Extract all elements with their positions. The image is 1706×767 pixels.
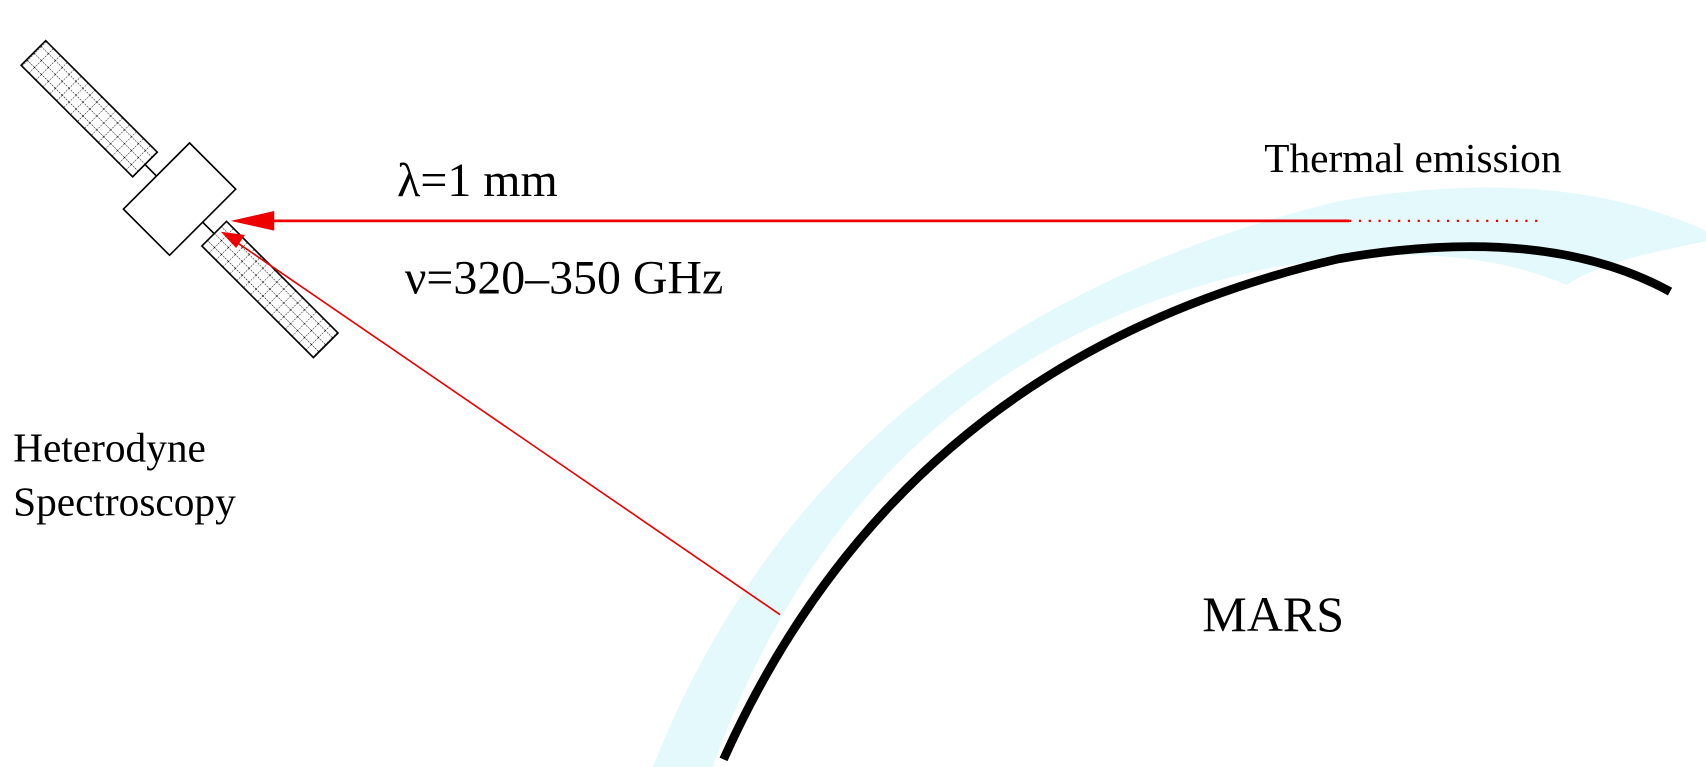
frequency-label: ν=320–350 GHz [405,252,723,305]
satellite [0,20,358,378]
instrument-label: Spectroscopy [13,479,236,525]
arrowhead [231,211,275,231]
mars-surface [724,247,1671,760]
page: Thermal emission λ=1 mm ν=320–350 GHz He… [0,0,1706,767]
wavelength-label: λ=1 mm [397,154,558,207]
instrument-label: Heterodyne [13,424,206,470]
atmosphere-band [653,188,1706,767]
planet-label: MARS [1202,586,1344,642]
diagram: Thermal emission λ=1 mm ν=320–350 GHz He… [0,0,1706,767]
thermal-label: Thermal emission [1264,135,1562,181]
